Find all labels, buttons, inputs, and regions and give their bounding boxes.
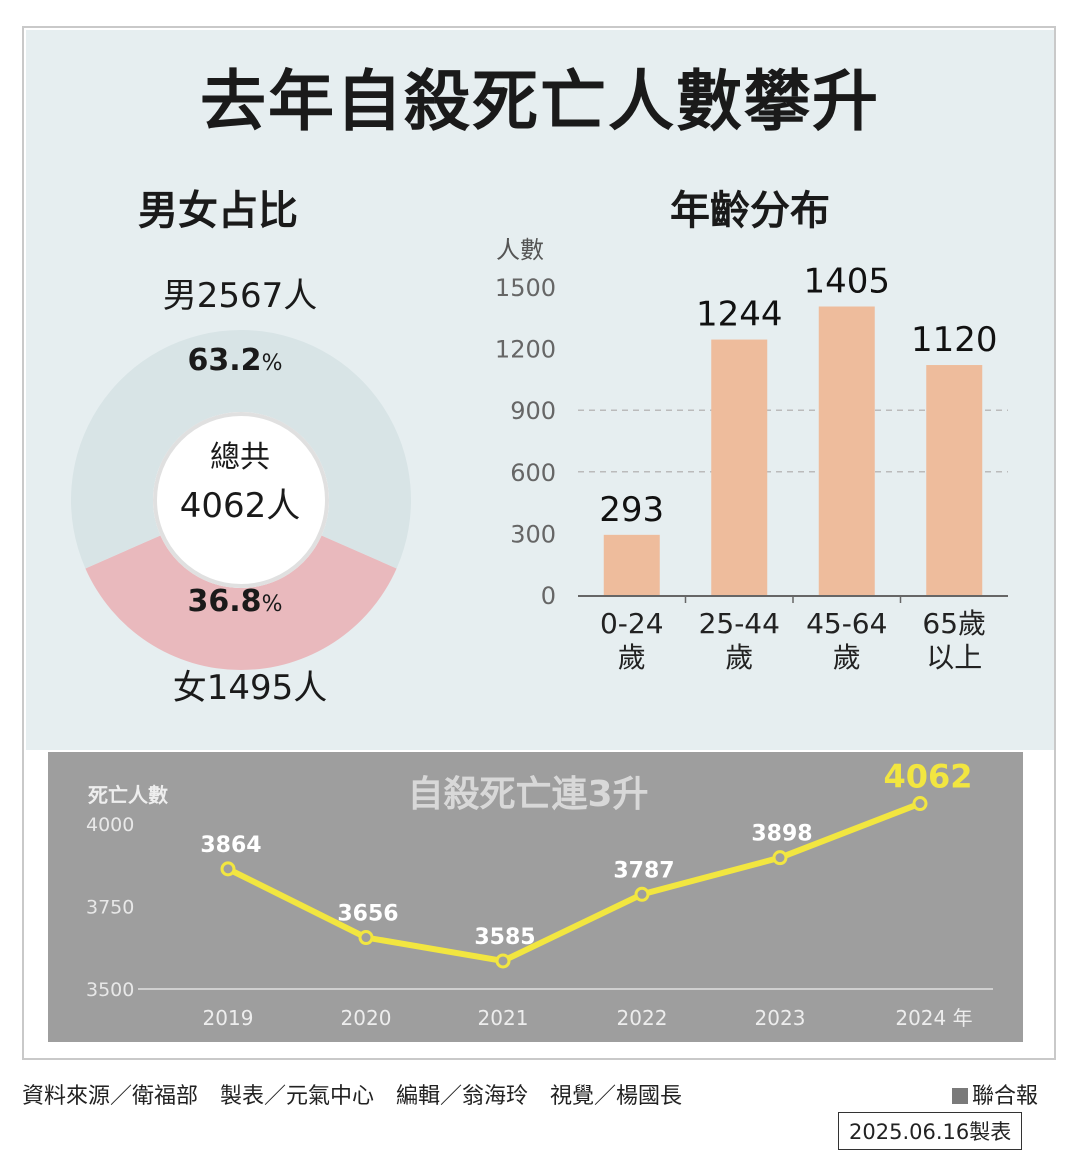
trend-point xyxy=(358,930,374,946)
source-credits: 資料來源／衛福部 製表／元氣中心 編輯／翁海玲 視覺／楊國長 xyxy=(22,1084,683,1109)
male-percent: 63.2% xyxy=(187,343,283,378)
trend-point xyxy=(220,861,236,877)
age-bar xyxy=(711,339,768,595)
brand-square-icon xyxy=(952,1088,968,1104)
age-y-tick-label: 600 xyxy=(510,459,556,487)
trend-panel xyxy=(48,752,1023,1042)
age-bar xyxy=(818,306,875,595)
trend-x-tick-label: 2024 年 xyxy=(895,1006,972,1030)
trend-y-tick-label: 3500 xyxy=(86,979,134,1001)
age-bar-value: 1244 xyxy=(696,295,783,335)
trend-line-chart: 自殺死亡連3升 死亡人數 3500 3750 4000 3864 2019 3656 202… xyxy=(86,758,993,1030)
age-y-tick-label: 1200 xyxy=(495,336,556,364)
donut-hole-ring xyxy=(153,412,329,588)
age-bar xyxy=(603,534,660,595)
trend-x-tick-label: 2021 xyxy=(478,1006,529,1030)
trend-y-tick-label: 4000 xyxy=(86,814,134,836)
age-category-label: 25-44 xyxy=(699,607,780,640)
trend-point xyxy=(634,886,650,902)
age-bar-value: 1120 xyxy=(911,320,998,360)
trend-value-label: 3656 xyxy=(337,902,398,927)
trend-x-tick-label: 2023 xyxy=(755,1006,806,1030)
production-date: 2025.06.16製表 xyxy=(838,1112,1023,1150)
donut-hole xyxy=(153,412,329,588)
trend-value-label: 3898 xyxy=(751,822,812,847)
trend-value-label: 3787 xyxy=(613,858,674,883)
gender-donut-chart xyxy=(71,330,412,670)
trend-x-tick-label: 2020 xyxy=(341,1006,392,1030)
newspaper-brand: 聯合報 xyxy=(952,1078,1038,1110)
trend-title: 自殺死亡連3升 xyxy=(407,774,648,815)
age-y-tick-label: 0 xyxy=(541,582,556,610)
female-slice xyxy=(85,535,397,670)
trend-line xyxy=(226,800,922,964)
trend-point xyxy=(912,796,928,812)
age-bar-chart: 人數 0300600900120015002930-24歲124425-44歲1… xyxy=(495,236,1008,674)
age-category-label: 65歲 xyxy=(922,607,986,640)
age-bar xyxy=(926,365,983,595)
trend-x-tick-label: 2019 xyxy=(203,1006,254,1030)
male-count-label: 男2567人 xyxy=(162,276,318,316)
age-category-label: 歲 xyxy=(725,641,753,674)
age-category-label: 歲 xyxy=(618,641,646,674)
age-y-tick-label: 900 xyxy=(510,397,556,425)
trend-y-axis-label: 死亡人數 xyxy=(88,783,168,807)
total-label: 總共 xyxy=(210,440,270,475)
trend-y-tick-label: 3750 xyxy=(86,897,134,919)
age-category-label: 歲 xyxy=(833,641,861,674)
gender-section-title: 男女占比 xyxy=(138,188,298,234)
age-y-tick-label: 300 xyxy=(510,520,556,548)
trend-value-label: 3585 xyxy=(474,925,535,950)
main-title: 去年自殺死亡人數攀升 xyxy=(200,63,880,140)
age-section-title: 年齡分布 xyxy=(670,188,830,234)
total-value: 4062人 xyxy=(179,486,301,526)
male-slice xyxy=(71,330,412,569)
age-category-label: 45-64 xyxy=(806,607,887,640)
female-percent: 36.8% xyxy=(187,584,283,619)
trend-value-label: 4062 xyxy=(883,758,972,796)
age-y-axis-label: 人數 xyxy=(496,236,544,264)
trend-value-label: 3864 xyxy=(200,833,261,858)
age-bar-value: 1405 xyxy=(803,262,890,302)
female-count-label: 女1495人 xyxy=(172,668,328,708)
age-y-tick-label: 1500 xyxy=(495,274,556,302)
trend-point xyxy=(772,850,788,866)
trend-x-tick-label: 2022 xyxy=(617,1006,668,1030)
trend-point xyxy=(495,953,511,969)
age-bar-value: 293 xyxy=(599,490,664,530)
age-category-label: 0-24 xyxy=(600,607,664,640)
age-category-label: 以上 xyxy=(926,641,982,674)
